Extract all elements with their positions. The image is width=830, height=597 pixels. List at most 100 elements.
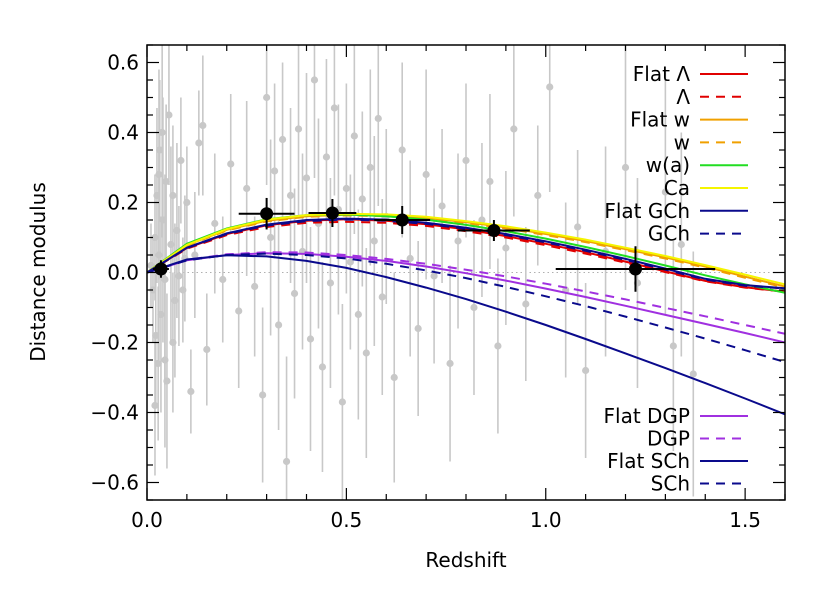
axes-layer: 0.0 0.5 1.0 1.5 −0.6 −0.4 −0.2 0.0 0.2 0.4 0.6 (90, 44, 786, 532)
data-point (282, 356, 291, 500)
data-point-marker (374, 114, 382, 123)
data-point-marker (350, 132, 358, 140)
legend-label: DGP (647, 427, 690, 451)
data-point-marker (390, 373, 398, 382)
legend-entry: Flat DGP (604, 404, 748, 428)
legend-entry: Flat GCh (604, 199, 748, 223)
data-point-marker (522, 300, 530, 308)
data-point-marker (177, 156, 185, 165)
data-point (161, 272, 169, 448)
data-point (243, 101, 251, 276)
legend-label: GCh (648, 222, 690, 246)
data-point-marker (162, 177, 170, 186)
data-point (689, 251, 697, 497)
data-point (454, 153, 462, 329)
binned-point (308, 199, 357, 227)
data-point (510, 45, 518, 217)
data-point-marker (470, 303, 478, 312)
data-point-marker (175, 272, 183, 280)
data-point-marker (306, 335, 315, 343)
data-point (374, 45, 382, 206)
data-point-marker (169, 191, 177, 200)
data-point-marker (310, 76, 319, 84)
binned-point (555, 246, 716, 292)
data-point-marker (398, 146, 406, 154)
data-point-marker (342, 184, 350, 193)
data-point (162, 104, 170, 259)
data-point (522, 227, 530, 381)
legend-entry: Flat Λ (633, 62, 748, 86)
data-point-marker (259, 391, 267, 399)
data-point (199, 55, 207, 196)
legend-label: w (674, 130, 690, 154)
data-point-marker (661, 188, 669, 196)
y-tick-label: −0.4 (90, 401, 139, 425)
data-point (546, 45, 554, 192)
data-point-marker (446, 359, 454, 368)
data-point-marker (502, 244, 510, 252)
data-point (278, 62, 287, 217)
data-point-marker (282, 457, 291, 466)
y-tick-label: −0.2 (90, 331, 139, 355)
legend-entry: Flat w (630, 108, 748, 132)
data-point-marker (278, 135, 287, 144)
data-point (310, 45, 319, 178)
data-point-marker (243, 184, 251, 193)
data-point (661, 69, 669, 315)
data-point (669, 241, 677, 451)
legend-label: Flat DGP (604, 404, 690, 428)
data-point-marker (267, 233, 275, 242)
legend-label: Λ (676, 85, 690, 109)
data-point (338, 304, 346, 500)
data-point-marker (290, 289, 299, 298)
data-point (169, 125, 177, 266)
legend-label: w(a) (646, 153, 690, 177)
legend-entry: DGP (647, 427, 748, 451)
data-point-marker (286, 191, 295, 200)
legend-entry: w (674, 130, 748, 154)
data-point (151, 335, 159, 476)
legend-entry: Λ (676, 85, 748, 109)
x-tick-label: 1.0 (530, 508, 562, 532)
x-tick-label: 0.0 (131, 508, 163, 532)
data-point-marker (582, 366, 590, 375)
data-point (486, 94, 494, 269)
data-point (330, 45, 339, 196)
data-point-marker (462, 156, 470, 165)
data-point-marker (211, 219, 219, 228)
data-point-marker (302, 174, 311, 182)
data-point-marker (574, 223, 582, 231)
data-point (350, 45, 358, 234)
binned-point-marker (395, 213, 409, 227)
y-tick-label: 0.0 (107, 261, 139, 285)
binned-point-marker (487, 224, 501, 237)
series-line (147, 252, 785, 364)
legend-entry: Flat SCh (607, 449, 748, 473)
data-point-marker (263, 93, 271, 102)
data-point (366, 69, 374, 266)
legend-label: Ca (664, 176, 690, 200)
data-point-marker (235, 307, 243, 315)
data-point (191, 192, 199, 318)
data-point (169, 272, 177, 413)
data-point (175, 206, 183, 346)
data-point-marker (187, 387, 195, 396)
data-point-marker (271, 167, 279, 175)
data-point-marker (406, 254, 414, 263)
data-point-marker (494, 342, 502, 350)
data-point (478, 143, 486, 297)
data-point (438, 129, 446, 283)
data-point-marker (438, 202, 446, 210)
data-point-marker (430, 272, 438, 280)
data-point (354, 209, 362, 420)
x-tick-label: 1.5 (729, 508, 761, 532)
legend-entry: w(a) (646, 153, 748, 177)
series-line (147, 251, 785, 335)
data-point-marker (274, 321, 283, 329)
data-point (362, 248, 370, 458)
data-point (470, 220, 478, 395)
data-point-marker (251, 282, 259, 291)
data-point-marker (454, 237, 462, 245)
data-point (574, 150, 582, 304)
data-point-marker (195, 139, 203, 147)
